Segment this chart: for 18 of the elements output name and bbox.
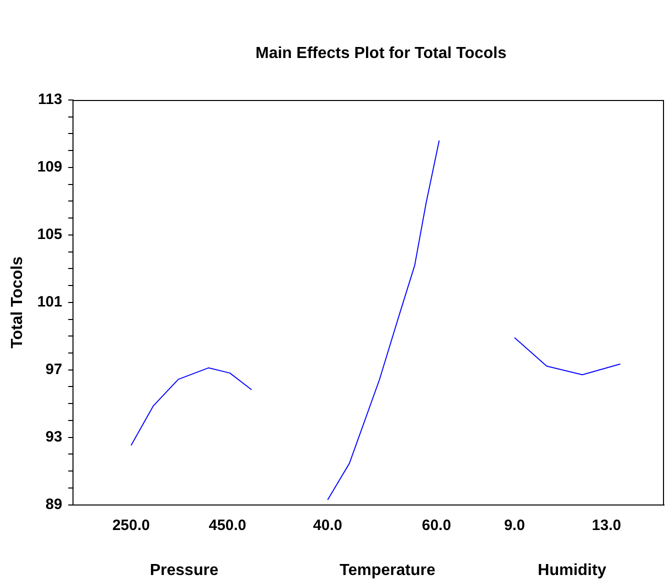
y-tick-label: 105 — [37, 226, 62, 244]
x-tick-label: 60.0 — [422, 516, 452, 534]
x-axis-title: Pressure — [150, 562, 218, 579]
x-tick-label: 450.0 — [208, 516, 246, 534]
y-axis-title: Total Tocols — [9, 256, 26, 348]
y-tick-label: 89 — [46, 496, 62, 513]
y-tick-label: 101 — [37, 294, 62, 311]
y-tick-label: 109 — [37, 158, 62, 176]
chart-title: Main Effects Plot for Total Tocols — [254, 45, 508, 63]
x-tick-label: 40.0 — [313, 516, 342, 534]
x-tick-label: 250.0 — [112, 516, 150, 534]
x-axis-title: Temperature — [340, 562, 436, 579]
x-tick-label: 13.0 — [592, 516, 622, 534]
y-tick-label: 113 — [38, 91, 62, 108]
x-axis-title: Humidity — [538, 562, 606, 579]
y-tick-label: 93 — [46, 428, 62, 446]
y-tick-label: 97 — [46, 361, 62, 378]
x-tick-label: 9.0 — [504, 516, 525, 534]
